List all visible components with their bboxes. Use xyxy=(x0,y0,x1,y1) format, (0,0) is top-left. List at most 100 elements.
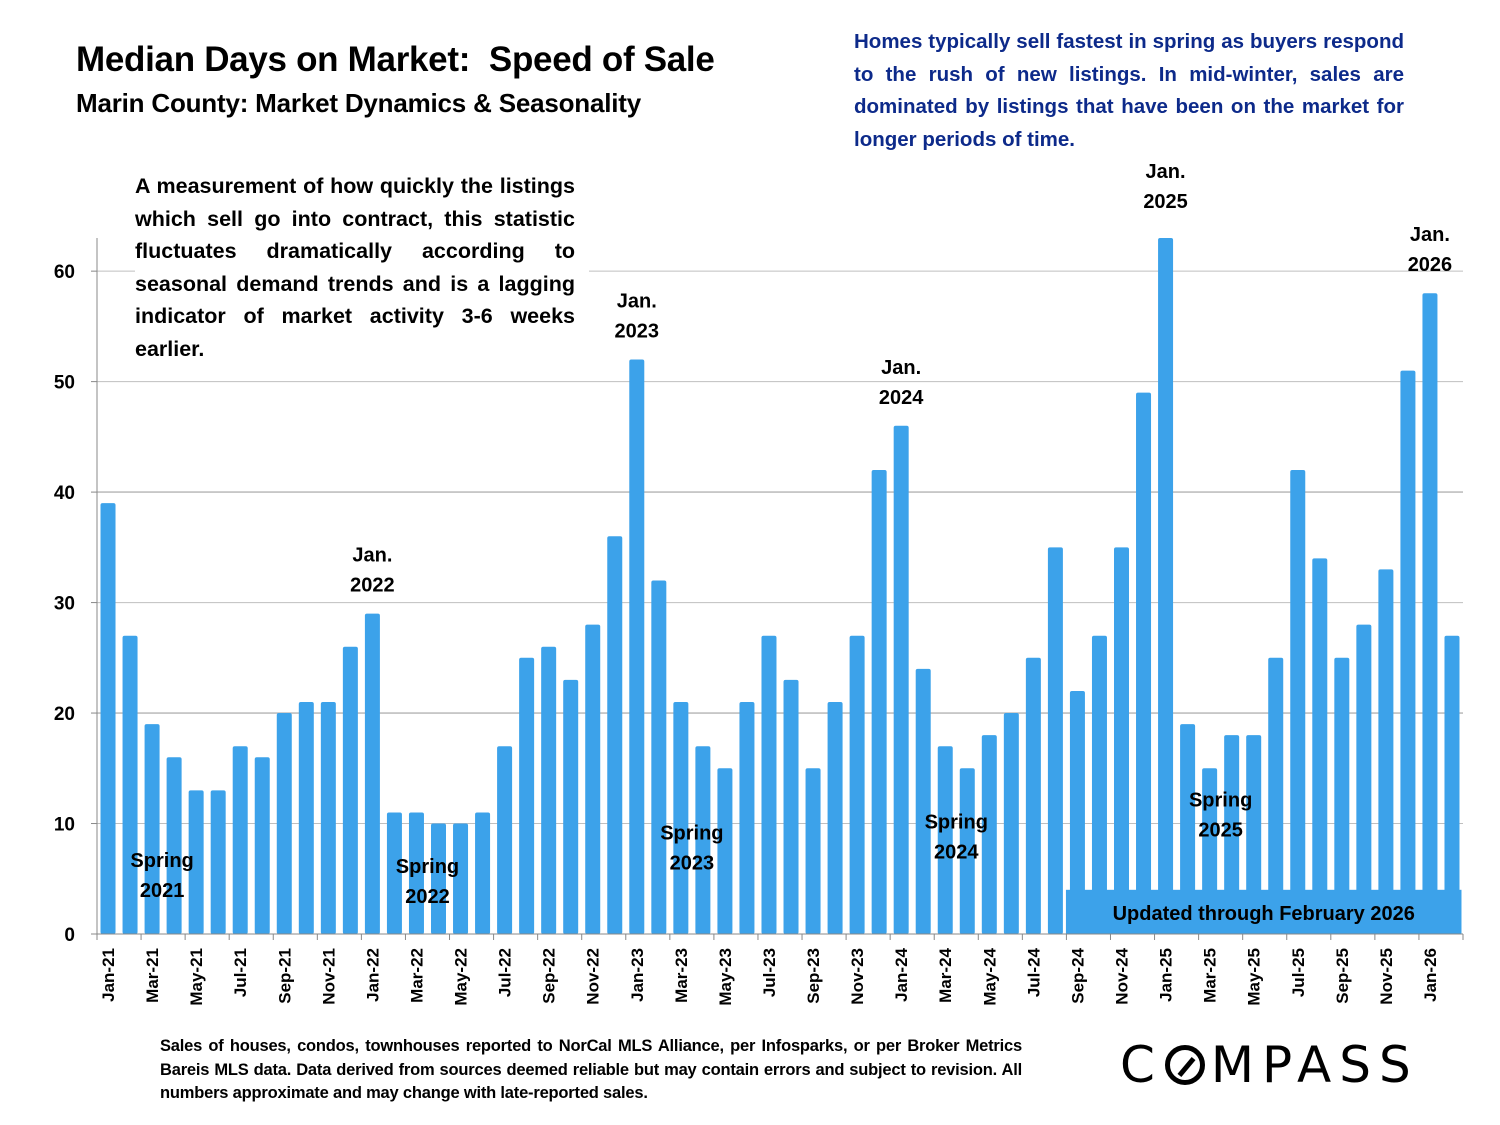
bar-Nov-25 xyxy=(1378,569,1394,934)
bar-Jun-25 xyxy=(1268,657,1284,934)
bar-Jan-21 xyxy=(100,503,116,934)
bar-Aug-23 xyxy=(783,679,799,934)
x-tick-label: Mar-22 xyxy=(407,948,426,1003)
y-tick-labels: 0 10 20 30 40 50 60 xyxy=(54,262,75,946)
bar-Feb-21 xyxy=(122,635,138,934)
bar-Oct-25 xyxy=(1356,624,1372,934)
x-tick-label: Sep-25 xyxy=(1333,948,1352,1004)
bar-Apr-25 xyxy=(1224,735,1240,934)
x-tick-label: May-22 xyxy=(452,948,471,1006)
y-tick-label: 30 xyxy=(54,594,75,615)
x-tick-label: Jan-24 xyxy=(892,947,911,1001)
spring-label-2023: Spring xyxy=(660,823,723,845)
bar-Oct-22 xyxy=(563,679,579,934)
y-tick-label: 10 xyxy=(54,815,75,836)
logo-letter-c: C xyxy=(1120,1036,1163,1094)
bar-Dec-21 xyxy=(342,646,358,934)
x-tick-label: May-21 xyxy=(187,948,206,1006)
y-tick-label: 60 xyxy=(54,262,75,283)
x-tick-label: Mar-25 xyxy=(1201,948,1220,1003)
peak-label-2023: 2023 xyxy=(615,321,660,343)
bar-Apr-21 xyxy=(166,757,182,934)
bar-Jun-23 xyxy=(739,702,755,934)
spring-label-2024: Spring xyxy=(925,812,988,834)
bar-Dec-24 xyxy=(1136,392,1152,935)
x-tick-label: Jul-25 xyxy=(1289,948,1308,997)
updated-banner-box xyxy=(1065,889,1462,934)
x-tick-label: Jul-23 xyxy=(760,948,779,997)
axes xyxy=(91,238,1464,940)
spring-label-2021: Spring xyxy=(130,850,193,872)
bar-Mar-24 xyxy=(937,746,953,934)
bar-Dec-25 xyxy=(1400,370,1416,935)
compass-logo: C MPASS xyxy=(1120,1036,1419,1094)
spring-label-2023: 2023 xyxy=(670,853,715,875)
x-tick-label: Jan-21 xyxy=(99,948,118,1002)
peak-label-2026: Jan. xyxy=(1410,224,1450,246)
x-tick-label: Jan-22 xyxy=(363,948,382,1002)
bar-Jan-26 xyxy=(1422,293,1438,934)
x-tick-label: Mar-23 xyxy=(672,948,691,1003)
bar-Jun-22 xyxy=(475,812,491,934)
x-tick-label: Sep-21 xyxy=(275,948,294,1004)
bar-Jul-24 xyxy=(1025,657,1041,934)
x-tick-label: May-24 xyxy=(980,947,999,1005)
bar-Oct-24 xyxy=(1091,635,1107,934)
x-tick-label: Nov-22 xyxy=(584,948,603,1005)
spring-label-2024: 2024 xyxy=(934,842,979,864)
x-tick-label: Jan-25 xyxy=(1157,948,1176,1002)
x-tick-label: Nov-21 xyxy=(319,948,338,1005)
bar-Apr-24 xyxy=(959,768,975,934)
x-tick-label: Nov-24 xyxy=(1113,947,1132,1004)
x-tick-label: Mar-24 xyxy=(936,947,955,1002)
x-tick-label: Jan-26 xyxy=(1421,948,1440,1002)
bar-Sep-22 xyxy=(541,646,557,934)
x-tick-label: Jan-23 xyxy=(628,948,647,1002)
bar-May-22 xyxy=(453,823,469,934)
bar-Oct-23 xyxy=(827,702,843,934)
x-tick-label: Nov-25 xyxy=(1377,948,1396,1005)
spring-label-2022: Spring xyxy=(396,856,459,878)
bar-Aug-24 xyxy=(1047,547,1063,934)
bar-Jan-25 xyxy=(1158,238,1174,934)
bar-Nov-24 xyxy=(1114,547,1129,934)
bar-Dec-23 xyxy=(871,470,887,934)
y-tick-label: 20 xyxy=(54,704,75,725)
bar-Sep-21 xyxy=(276,713,292,934)
x-tick-label: May-23 xyxy=(716,948,735,1006)
definition-note: A measurement of how quickly the listing… xyxy=(135,170,589,365)
peak-label-2022: Jan. xyxy=(352,545,392,567)
bar-Nov-22 xyxy=(585,624,601,934)
updated-banner-text: Updated through February 2026 xyxy=(1113,903,1415,925)
peak-label-2024: Jan. xyxy=(881,357,921,379)
bar-Jul-22 xyxy=(497,746,513,934)
peak-label-2025: 2025 xyxy=(1143,191,1188,213)
bar-Aug-25 xyxy=(1312,558,1328,934)
gridlines xyxy=(97,270,1463,825)
bar-May-23 xyxy=(717,768,733,934)
bar-May-24 xyxy=(981,735,997,934)
spring-label-2025: Spring xyxy=(1189,789,1252,811)
x-tick-label: Sep-22 xyxy=(540,948,559,1004)
bar-Nov-23 xyxy=(849,635,865,934)
x-tick-label: Sep-24 xyxy=(1068,947,1087,1003)
compass-o-icon xyxy=(1164,1045,1205,1085)
peak-label-2022: 2022 xyxy=(350,575,395,597)
bar-Feb-25 xyxy=(1180,724,1196,934)
updated-banner: Updated through February 2026 xyxy=(1065,889,1462,934)
spring-label-2022: 2022 xyxy=(405,886,450,908)
bar-Feb-26 xyxy=(1444,635,1460,934)
bar-Mar-21 xyxy=(144,724,160,934)
chart-title: Median Days on Market: Speed of Sale xyxy=(76,40,715,79)
peak-label-2026: 2026 xyxy=(1408,254,1453,276)
logo-letters: MPASS xyxy=(1210,1036,1419,1094)
x-tick-label: Nov-23 xyxy=(848,948,867,1005)
x-tick-label: Jul-22 xyxy=(496,948,515,997)
bar-Jun-21 xyxy=(210,790,226,934)
spring-label-2021: 2021 xyxy=(140,880,185,902)
bar-Sep-25 xyxy=(1334,657,1350,934)
bar-Feb-22 xyxy=(386,812,402,934)
bar-Oct-21 xyxy=(298,702,314,934)
bar-Mar-23 xyxy=(673,702,689,934)
